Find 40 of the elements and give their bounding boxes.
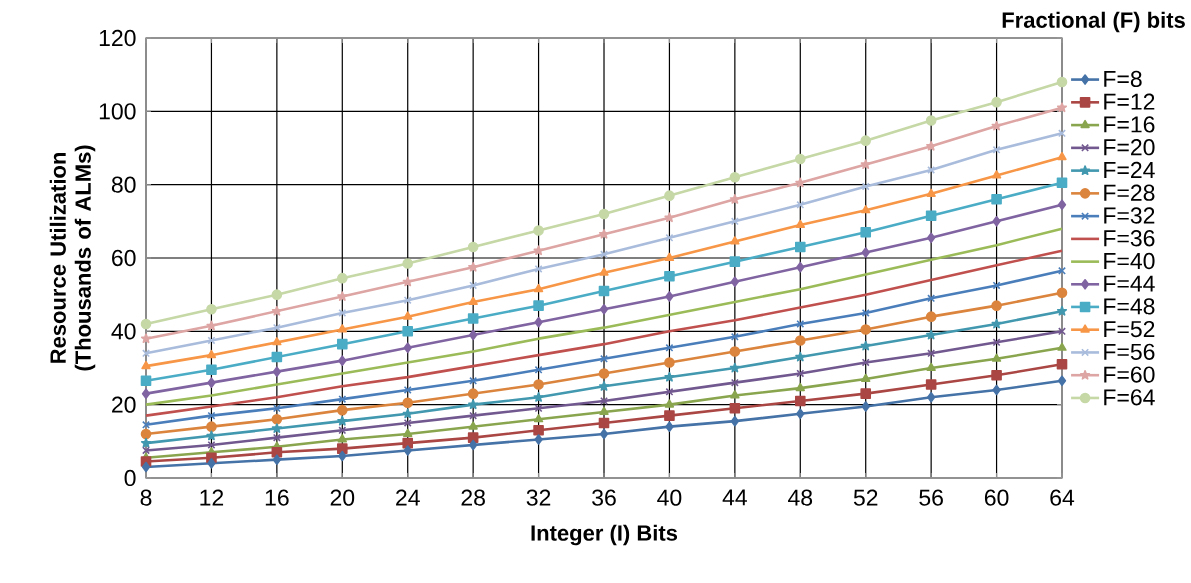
- x-tick-label: 16: [265, 489, 289, 506]
- legend-label: F=56: [1104, 343, 1155, 360]
- x-tick-label: 8: [140, 489, 152, 506]
- x-tick-label: 32: [526, 489, 551, 506]
- x-tick-label: 64: [1050, 489, 1075, 506]
- legend-title: Fractional (F) bits: [1002, 11, 1185, 33]
- legend-label: F=60: [1104, 366, 1155, 383]
- y-tick-label: 0: [124, 469, 136, 487]
- legend-label: F=52: [1104, 320, 1155, 338]
- y-tick-label: 120: [99, 29, 136, 47]
- legend-label: F=24: [1104, 161, 1155, 178]
- x-tick-label: 40: [657, 489, 682, 506]
- legend-label: F=12: [1104, 93, 1155, 110]
- x-tick-label: 36: [592, 489, 616, 506]
- y-tick-label: 20: [112, 396, 136, 413]
- x-tick-label: 56: [919, 489, 943, 506]
- x-tick-label: 20: [330, 489, 355, 506]
- y-tick-label: 40: [111, 323, 136, 340]
- legend-label: F=16: [1104, 116, 1155, 133]
- legend-label: F=20: [1104, 139, 1155, 156]
- x-tick-label: 12: [200, 489, 224, 506]
- legend-label: F=48: [1104, 298, 1155, 315]
- y-tick-label: 100: [99, 103, 136, 120]
- legend-label: F=64: [1104, 389, 1155, 406]
- x-axis-title: Integer (I) Bits: [531, 524, 678, 546]
- y-axis-title: Resource Utilization (Thousands of ALMs): [49, 145, 96, 371]
- x-tick-label: 28: [461, 489, 485, 506]
- x-tick-label: 60: [984, 489, 1009, 506]
- x-tick-label: 24: [396, 489, 420, 506]
- legend-label: F=28: [1104, 184, 1155, 201]
- legend-label: F=40: [1104, 252, 1155, 270]
- y-tick-label: 60: [112, 249, 136, 267]
- y-tick-label: 80: [111, 176, 136, 193]
- legend-label: F=44: [1104, 275, 1155, 292]
- legend-label: F=32: [1104, 207, 1155, 224]
- x-tick-label: 48: [788, 489, 813, 506]
- legend-label: F=8: [1104, 70, 1142, 88]
- x-tick-label: 44: [722, 489, 747, 506]
- x-tick-label: 52: [853, 489, 878, 506]
- legend-label: F=36: [1104, 230, 1155, 247]
